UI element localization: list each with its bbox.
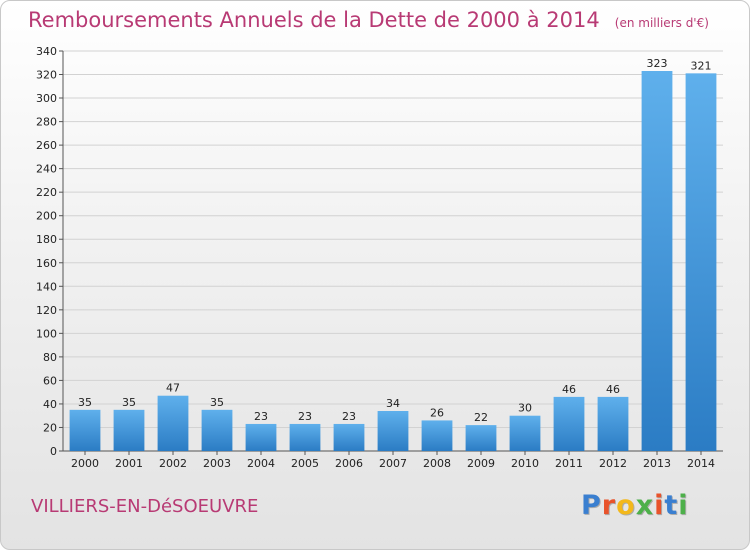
y-tick-label: 100 — [36, 327, 57, 340]
y-tick-label: 40 — [43, 398, 57, 411]
y-tick-label: 240 — [36, 163, 57, 176]
bar — [377, 411, 409, 451]
bar — [597, 396, 629, 451]
x-tick-label: 2008 — [423, 457, 451, 470]
y-tick-label: 220 — [36, 186, 57, 199]
x-tick-label: 2005 — [291, 457, 319, 470]
bar-value-label: 22 — [474, 411, 488, 424]
y-tick-label: 120 — [36, 304, 57, 317]
bar-value-label: 46 — [606, 383, 620, 396]
chart-title: Remboursements Annuels de la Dette de 20… — [28, 8, 600, 32]
y-tick-label: 320 — [36, 69, 57, 82]
bar-value-label: 23 — [254, 410, 268, 423]
bar — [157, 395, 189, 451]
y-tick-label: 200 — [36, 210, 57, 223]
x-tick-label: 2009 — [467, 457, 495, 470]
y-tick-label: 20 — [43, 421, 57, 434]
x-tick-label: 2002 — [159, 457, 187, 470]
logo-letter: i — [678, 490, 689, 521]
bar-value-label: 23 — [298, 410, 312, 423]
bar — [333, 423, 365, 451]
y-tick-label: 340 — [36, 45, 57, 58]
bar-value-label: 34 — [386, 397, 400, 410]
y-tick-label: 140 — [36, 280, 57, 293]
y-tick-label: 160 — [36, 257, 57, 270]
bar — [289, 423, 321, 451]
bar — [465, 425, 497, 451]
proxiti-logo: Proxiti — [581, 490, 689, 521]
bar — [685, 73, 717, 452]
y-tick-label: 80 — [43, 351, 57, 364]
bar-value-label: 46 — [562, 383, 576, 396]
bar-value-label: 35 — [122, 396, 136, 409]
bar-value-label: 323 — [647, 57, 668, 70]
bar — [641, 71, 673, 451]
logo-letter: t — [664, 490, 679, 521]
town-name: VILLIERS-EN-DéSOEUVRE — [31, 496, 259, 517]
y-tick-label: 180 — [36, 233, 57, 246]
y-tick-label: 300 — [36, 92, 57, 105]
logo-letter: r — [601, 490, 617, 521]
bar — [245, 423, 277, 451]
logo-letter: P — [581, 490, 602, 521]
x-tick-label: 2004 — [247, 457, 275, 470]
bar-value-label: 35 — [210, 396, 224, 409]
x-tick-label: 2001 — [115, 457, 143, 470]
x-tick-label: 2010 — [511, 457, 539, 470]
bar — [421, 420, 453, 451]
y-tick-label: 0 — [50, 445, 57, 458]
bar — [553, 396, 585, 451]
bar — [201, 409, 233, 451]
y-tick-label: 60 — [43, 374, 57, 387]
x-tick-label: 2012 — [599, 457, 627, 470]
bar — [113, 409, 145, 451]
bar-value-label: 47 — [166, 382, 180, 395]
bar — [69, 409, 101, 451]
y-tick-label: 280 — [36, 116, 57, 129]
bar-value-label: 30 — [518, 402, 532, 415]
bar-value-label: 321 — [691, 59, 712, 72]
bar-value-label: 23 — [342, 410, 356, 423]
x-tick-label: 2003 — [203, 457, 231, 470]
y-tick-label: 260 — [36, 139, 57, 152]
logo-letter: x — [635, 490, 655, 521]
chart-unit: (en milliers d'€) — [614, 16, 709, 30]
logo-letter: o — [616, 490, 636, 521]
x-tick-label: 2014 — [687, 457, 715, 470]
x-tick-label: 2006 — [335, 457, 363, 470]
bar-value-label: 35 — [78, 396, 92, 409]
chart-title-block: Remboursements Annuels de la Dette de 20… — [28, 8, 709, 32]
bar-value-label: 26 — [430, 406, 444, 419]
x-tick-label: 2000 — [71, 457, 99, 470]
x-tick-label: 2007 — [379, 457, 407, 470]
bar — [509, 415, 541, 451]
x-tick-label: 2013 — [643, 457, 671, 470]
logo-letter: i — [654, 490, 665, 521]
x-tick-label: 2011 — [555, 457, 583, 470]
